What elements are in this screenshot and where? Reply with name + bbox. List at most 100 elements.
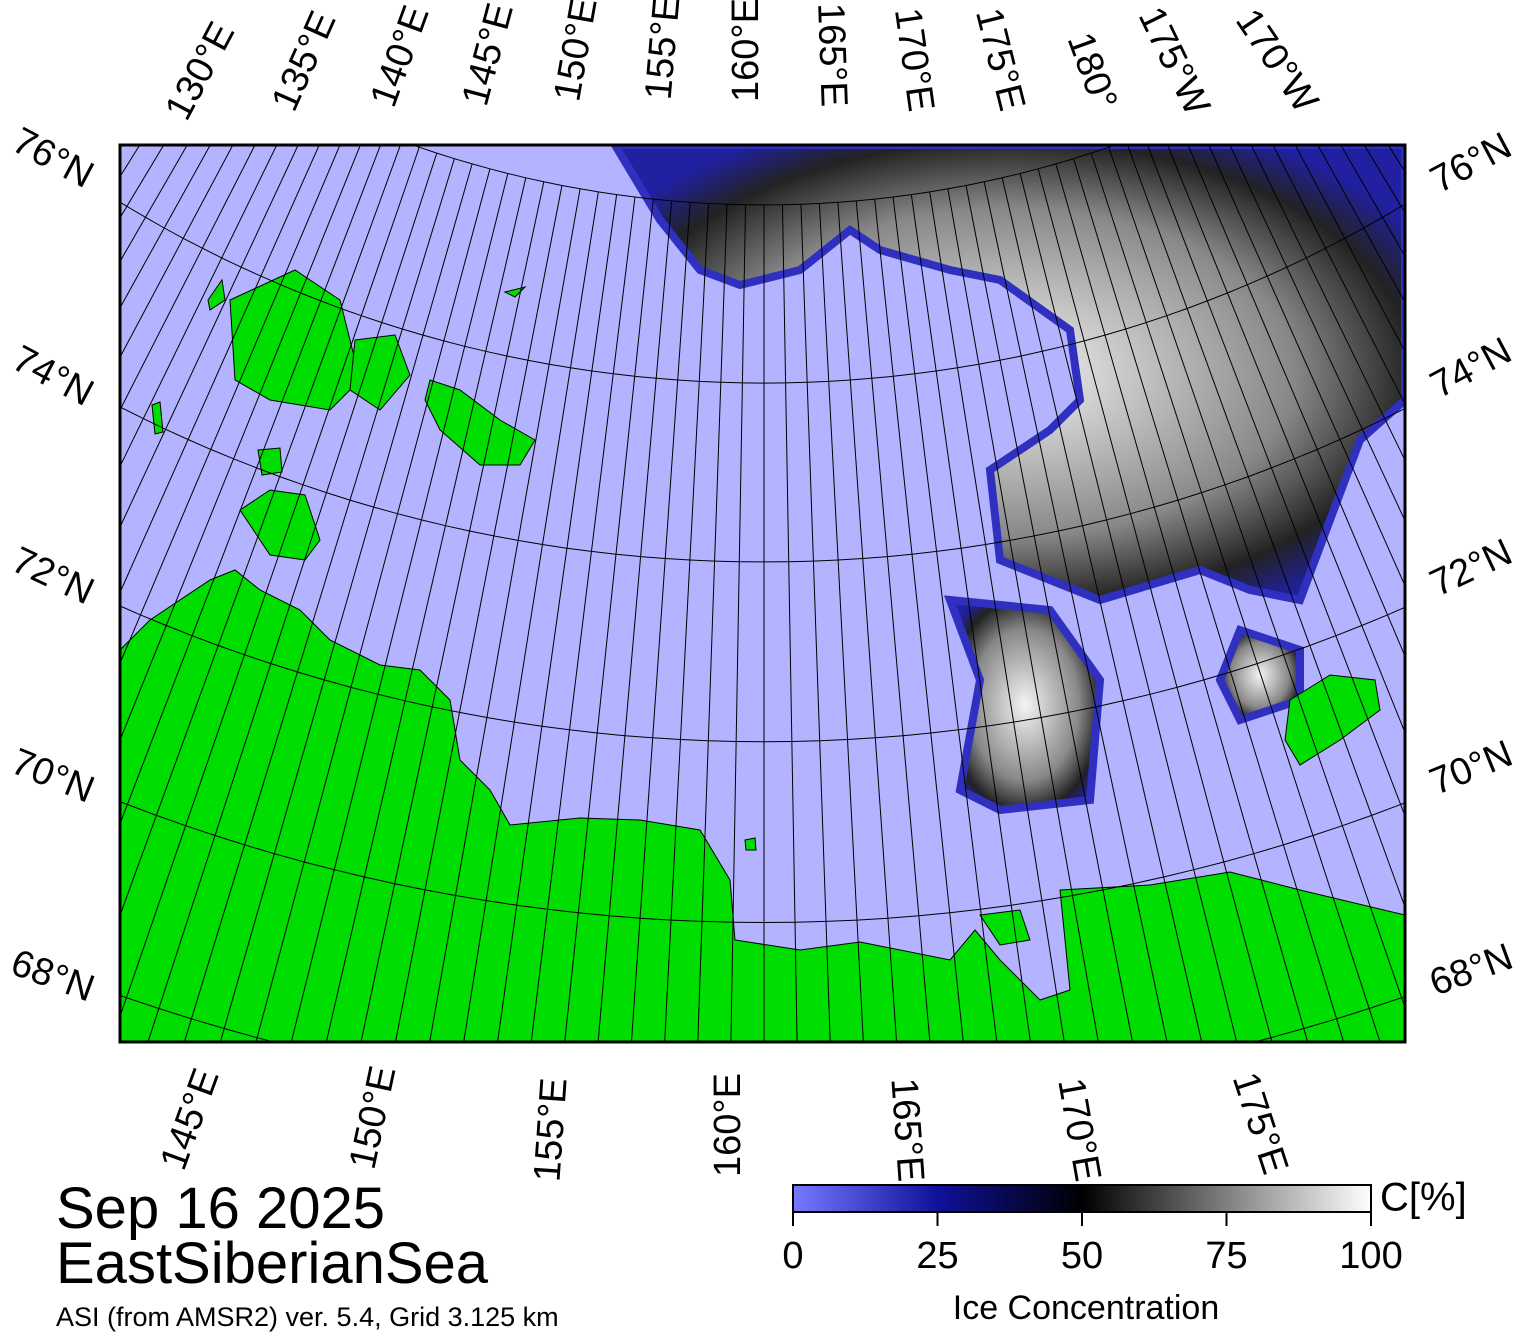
parallel <box>120 201 1405 384</box>
meridian <box>1073 158 1345 1042</box>
meridian <box>892 196 998 1042</box>
meridian <box>1001 177 1203 1042</box>
meridian <box>781 204 798 1042</box>
meridian <box>1127 145 1405 909</box>
lon-label: 165°E <box>809 2 855 107</box>
meridian <box>394 185 563 1042</box>
meridian <box>1167 145 1405 734</box>
meridian <box>874 199 964 1042</box>
lon-label: 135°E <box>264 5 345 117</box>
colorbar-tick-label: 25 <box>916 1235 958 1277</box>
colorbar-tick-label: 75 <box>1205 1235 1247 1277</box>
colorbar-label: Ice Concentration <box>953 1289 1220 1327</box>
meridian <box>120 147 420 1018</box>
meridian <box>697 204 728 1042</box>
meridian <box>463 191 599 1042</box>
meridian <box>120 145 320 594</box>
meridian <box>983 181 1168 1042</box>
meridian <box>1250 145 1405 462</box>
colorbar-unit: C[%] <box>1380 1176 1467 1220</box>
meridian <box>597 200 673 1042</box>
meridian <box>120 145 165 219</box>
meridian <box>1229 145 1405 522</box>
meridian <box>120 145 361 742</box>
meridian <box>965 185 1134 1042</box>
meridian <box>120 145 234 359</box>
land <box>120 269 1405 1042</box>
lat-label: 72°N <box>5 539 100 613</box>
lon-label: 165°E <box>882 1077 931 1184</box>
meridian <box>1019 173 1238 1042</box>
lon-label: 150°E <box>546 0 605 104</box>
meridian <box>837 202 898 1042</box>
meridian <box>120 145 341 665</box>
lon-label: 145°E <box>454 0 521 110</box>
meridian <box>910 194 1031 1042</box>
meridian <box>120 145 278 468</box>
lon-label: 170°W <box>1227 2 1326 120</box>
meridian <box>1037 168 1273 1042</box>
lon-label: 170°E <box>1049 1075 1108 1185</box>
meridian <box>120 145 299 529</box>
region-title: EastSiberianSea <box>56 1231 489 1296</box>
meridian <box>290 173 509 1042</box>
parallel <box>120 605 1405 743</box>
meridian <box>219 163 473 1042</box>
lat-label: 76°N <box>6 120 101 197</box>
meridian <box>1090 152 1381 1042</box>
meridian <box>1363 145 1405 214</box>
meridian <box>120 145 211 309</box>
meridian <box>947 188 1099 1042</box>
meridian <box>818 203 864 1042</box>
lat-label: 70°N <box>1424 733 1518 804</box>
meridian <box>1401 0 1527 856</box>
colorbar-tick-label: 0 <box>782 1235 803 1277</box>
lon-label: 150°E <box>342 1062 405 1172</box>
meridian <box>497 194 618 1042</box>
map-area <box>120 0 1527 1042</box>
date-title: Sep 16 2025 <box>56 1176 385 1241</box>
lat-label: 70°N <box>6 741 100 812</box>
lat-label: 74°N <box>6 338 101 415</box>
source-note: ASI (from AMSR2) ver. 5.4, Grid 3.125 km <box>56 1302 559 1332</box>
lat-label: 72°N <box>1424 531 1519 605</box>
lat-label: 74°N <box>1424 330 1519 407</box>
meridian <box>1146 145 1405 818</box>
meridian <box>1187 145 1405 658</box>
meridian <box>855 200 931 1042</box>
meridian <box>120 145 256 412</box>
colorbar-tick-label: 50 <box>1061 1235 1103 1277</box>
meridian <box>1055 163 1309 1042</box>
sea-ice <box>610 145 1405 815</box>
meridian <box>1108 147 1405 1010</box>
lon-label: 175°E <box>967 4 1033 115</box>
meridian <box>183 158 455 1042</box>
graticule <box>120 0 1527 1042</box>
meridian <box>325 177 527 1042</box>
lat-label: 68°N <box>1424 936 1518 1005</box>
colorbar <box>792 1184 1372 1213</box>
meridian <box>800 204 831 1042</box>
meridian <box>564 199 654 1042</box>
meridian <box>1317 145 1405 304</box>
meridian <box>730 204 747 1042</box>
lon-label: 170°E <box>886 5 942 114</box>
lon-label: 130°E <box>157 15 243 127</box>
meridian <box>1294 145 1405 353</box>
meridian <box>120 145 188 263</box>
lon-label: 175°E <box>1224 1067 1296 1179</box>
meridian <box>1416 0 1527 834</box>
colorbar-tick-label: 100 <box>1339 1235 1402 1277</box>
lon-label: 175°W <box>1130 0 1218 121</box>
lon-label: 155°E <box>526 1077 575 1184</box>
meridian <box>530 196 636 1042</box>
meridian <box>929 191 1065 1042</box>
meridian <box>360 181 545 1042</box>
meridian <box>664 203 710 1042</box>
meridian <box>630 202 691 1042</box>
meridian <box>147 152 438 1042</box>
lon-label: 160°E <box>707 1073 749 1177</box>
meridian <box>1272 145 1405 406</box>
parallel <box>411 145 1117 206</box>
